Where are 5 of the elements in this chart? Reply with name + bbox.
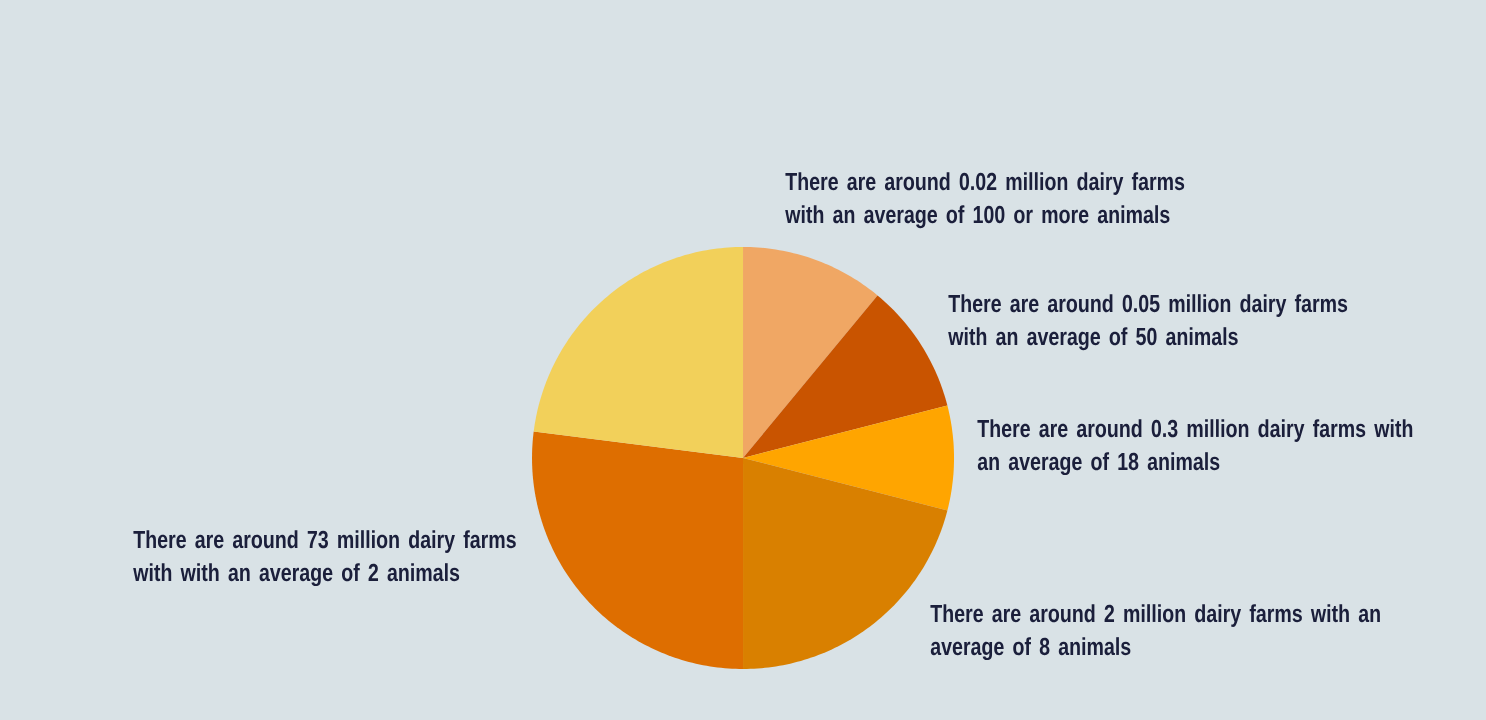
slice-label: There are around 2 million dairy farms with an average of 8 animals: [930, 604, 1380, 661]
slice-label: There are around 0.3 million dairy farms with an average of 18 animals: [977, 419, 1413, 476]
slice-label: There are around 0.05 million dairy farms with an average of 50 animals: [948, 294, 1348, 351]
slice-label: There are around 73 million dairy farms with with an average of 2 animals: [133, 530, 516, 587]
slice-label: There are around 0.02 million dairy farms with an average of 100 or more animals: [785, 172, 1185, 229]
